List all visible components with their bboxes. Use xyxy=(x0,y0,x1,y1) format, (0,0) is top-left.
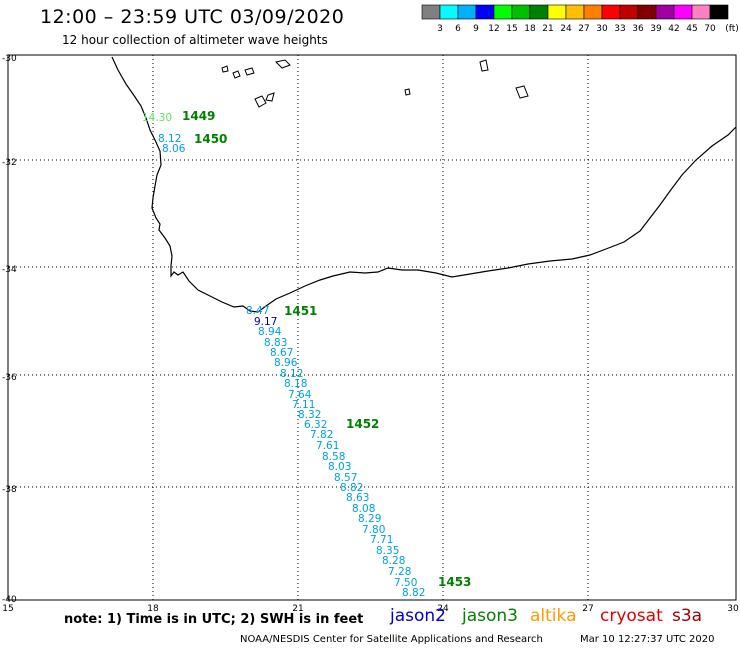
swh-value: 8.08 xyxy=(352,503,375,515)
swh-value: 7.61 xyxy=(316,440,339,452)
legend-label: 6 xyxy=(455,24,461,34)
swh-value: 8.12 xyxy=(280,368,303,380)
lat-label: -34 xyxy=(2,265,17,275)
time-label: 1453 xyxy=(438,575,471,589)
swh-value: 8.57 xyxy=(334,472,357,484)
legend-label: 15 xyxy=(506,24,517,34)
legend-label: 42 xyxy=(668,24,679,34)
map-subtitle: 12 hour collection of altimeter wave hei… xyxy=(62,33,328,47)
time-label: 1452 xyxy=(346,417,379,431)
legend-label: 70 xyxy=(704,24,716,34)
swh-value: 8.67 xyxy=(270,347,293,359)
swh-value: 8.18 xyxy=(284,378,307,390)
lon-label: 18 xyxy=(147,604,159,614)
map-frame xyxy=(7,54,737,601)
swh-value: 8.63 xyxy=(346,492,369,504)
swh-value: 8.12 xyxy=(158,133,181,145)
satellite-jason3: jason3 xyxy=(462,606,518,626)
swh-value: 7.82 xyxy=(310,429,333,441)
legend-label: 45 xyxy=(686,24,697,34)
swh-value: 8.28 xyxy=(382,555,405,567)
note-text: note: 1) Time is in UTC; 2) SWH is in fe… xyxy=(64,612,364,627)
legend-swatch xyxy=(709,4,729,20)
swh-value: 7.28 xyxy=(388,566,411,578)
satellite-s3a: s3a xyxy=(672,606,703,626)
swh-value: 8.96 xyxy=(274,357,298,369)
time-labels: 1449 1450 1451 1452 1453 xyxy=(182,109,471,589)
lat-label: -30 xyxy=(2,54,17,64)
map-title: 12:00 – 23:59 UTC 03/09/2020 xyxy=(40,6,345,28)
legend-label: (ft) xyxy=(725,24,739,34)
swh-value: 8.47 xyxy=(246,305,269,317)
satellite-jason2: jason2 xyxy=(390,606,446,626)
lon-label: 24 xyxy=(437,604,449,614)
lat-label: -40 xyxy=(2,595,17,605)
swh-value: 9.17 xyxy=(254,316,277,328)
swh-value: 8.03 xyxy=(328,461,351,473)
lat-label: -36 xyxy=(2,373,17,383)
lat-label: -32 xyxy=(2,158,17,168)
legend-label: 18 xyxy=(524,24,536,34)
timestamp-text: Mar 10 12:27:37 UTC 2020 xyxy=(580,634,715,645)
lon-label: 15 xyxy=(2,604,13,614)
lat-labels: -30 -32 -34 -36 -38 -40 xyxy=(2,54,17,605)
legend-label: 36 xyxy=(632,24,644,34)
color-legend: 3 6 9 12 15 18 21 24 27 30 33 36 39 42 45 70 (ft) xyxy=(421,4,739,34)
legend-label: 12 xyxy=(488,24,499,34)
swh-value: 8.82 xyxy=(340,482,363,494)
legend-label: 30 xyxy=(596,24,608,34)
swh-value: 8.06 xyxy=(162,143,186,155)
islands xyxy=(221,59,529,108)
lat-label: -38 xyxy=(2,485,17,495)
legend-label: 21 xyxy=(542,24,553,34)
swh-value: 7.11 xyxy=(292,399,315,411)
satellite-altika: altika xyxy=(530,606,577,626)
time-label: 1451 xyxy=(284,304,317,318)
lon-label: 27 xyxy=(582,604,593,614)
swh-values: 14.308.128.068.479.178.948.838.678.968.1… xyxy=(142,112,425,599)
swh-value: 8.58 xyxy=(322,451,345,463)
swh-value: 14.30 xyxy=(142,112,172,124)
swh-value: 8.94 xyxy=(258,326,282,338)
time-label: 1449 xyxy=(182,109,215,123)
swh-value: 8.83 xyxy=(264,337,287,349)
graticule xyxy=(8,55,736,600)
swh-value: 7.71 xyxy=(370,534,393,546)
time-label: 1450 xyxy=(194,132,227,146)
swh-value: 8.35 xyxy=(376,545,399,557)
swh-value: 7.64 xyxy=(288,389,312,401)
swh-value: 6.32 xyxy=(304,419,327,431)
coastline xyxy=(111,56,737,313)
lon-labels: 15 18 21 24 27 30 xyxy=(2,604,739,614)
lon-label: 21 xyxy=(292,604,303,614)
lon-label: 30 xyxy=(727,604,739,614)
legend-label: 9 xyxy=(473,24,479,34)
swh-value: 8.32 xyxy=(298,409,321,421)
legend-label: 27 xyxy=(578,24,589,34)
credit-text: NOAA/NESDIS Center for Satellite Applica… xyxy=(240,634,543,645)
legend-label: 39 xyxy=(650,24,662,34)
swh-value: 7.80 xyxy=(362,524,385,536)
legend-label: 24 xyxy=(560,24,572,34)
swh-value: 7.50 xyxy=(394,577,417,589)
legend-label: 3 xyxy=(437,24,443,34)
satellite-cryosat: cryosat xyxy=(600,606,663,626)
swh-value: 8.29 xyxy=(358,513,381,525)
legend-label: 33 xyxy=(614,24,625,34)
swh-value: 8.82 xyxy=(402,587,425,599)
